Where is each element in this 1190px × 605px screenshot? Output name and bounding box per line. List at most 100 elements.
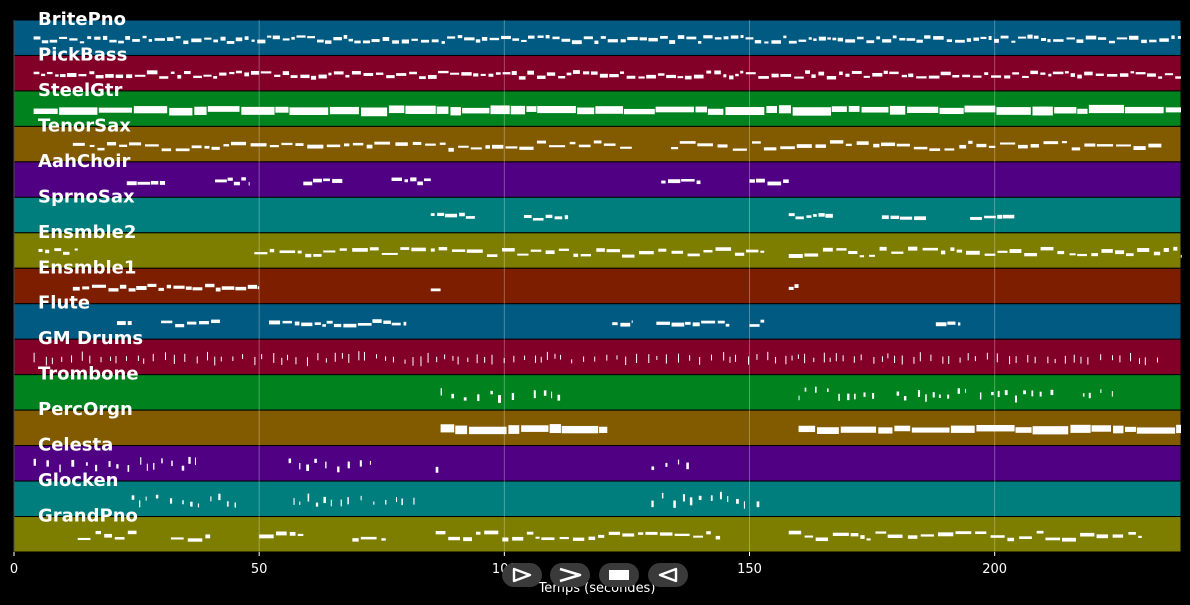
note-mark <box>677 76 684 79</box>
track-row <box>13 338 1182 376</box>
note-mark <box>63 251 70 255</box>
note-mark <box>883 70 888 74</box>
note-mark <box>289 531 296 536</box>
note-mark <box>1031 390 1034 397</box>
note-mark <box>1036 530 1044 534</box>
note-mark <box>955 531 972 535</box>
note-mark <box>872 72 883 77</box>
note-mark <box>291 36 295 40</box>
note-mark <box>1034 356 1036 364</box>
note-mark <box>444 213 458 218</box>
note-mark <box>661 492 664 499</box>
note-mark <box>1112 355 1114 361</box>
note-mark <box>288 458 292 464</box>
note-mark <box>917 390 921 397</box>
note-mark <box>103 35 108 40</box>
note-mark <box>806 215 812 218</box>
note-mark <box>813 214 817 217</box>
note-mark <box>97 147 105 151</box>
note-mark <box>427 352 429 363</box>
note-mark <box>656 321 670 325</box>
note-mark <box>232 356 234 361</box>
note-mark <box>339 248 347 251</box>
note-mark <box>125 356 127 362</box>
note-mark <box>861 106 889 113</box>
note-mark <box>827 37 831 40</box>
note-mark <box>392 356 394 363</box>
note-mark <box>609 74 619 78</box>
prev-button[interactable] <box>648 563 688 587</box>
next-button[interactable] <box>550 563 590 587</box>
note-mark <box>181 465 185 471</box>
note-mark <box>1095 73 1104 77</box>
note-mark <box>333 323 342 328</box>
note-mark <box>146 70 158 75</box>
note-mark <box>269 248 275 253</box>
note-marks <box>33 34 1182 542</box>
note-mark <box>161 148 172 152</box>
note-mark <box>439 142 446 145</box>
note-mark <box>459 212 465 217</box>
note-mark <box>648 37 658 42</box>
note-mark <box>693 535 704 538</box>
note-mark <box>530 249 542 252</box>
note-mark <box>187 538 203 542</box>
note-mark <box>558 75 566 79</box>
note-mark <box>881 356 883 362</box>
note-mark <box>1050 389 1054 396</box>
note-mark <box>140 457 142 465</box>
note-mark <box>251 39 255 42</box>
note-mark <box>957 388 960 394</box>
note-mark <box>866 40 875 44</box>
play-button[interactable] <box>502 563 542 587</box>
note-mark <box>685 321 691 325</box>
note-mark <box>933 36 944 40</box>
note-mark <box>325 461 327 469</box>
note-mark <box>607 39 618 43</box>
note-mark <box>95 464 98 472</box>
note-mark <box>899 37 906 41</box>
note-mark <box>845 73 850 77</box>
note-mark <box>435 531 446 535</box>
note-mark <box>599 426 608 433</box>
note-mark <box>729 75 734 80</box>
note-mark <box>1137 248 1150 252</box>
note-mark <box>616 355 618 360</box>
note-mark <box>289 107 329 115</box>
track-row <box>13 125 1182 163</box>
note-mark <box>717 144 728 148</box>
note-mark <box>972 75 982 78</box>
note-mark <box>375 72 384 75</box>
note-mark <box>372 319 382 323</box>
note-mark <box>108 288 119 292</box>
note-mark <box>817 427 839 434</box>
note-mark <box>528 35 535 39</box>
note-mark <box>326 320 333 324</box>
note-mark <box>549 424 561 434</box>
stop-button[interactable] <box>599 563 639 587</box>
note-mark <box>896 143 910 147</box>
note-mark <box>213 76 218 79</box>
note-mark <box>527 70 535 75</box>
note-mark <box>142 35 147 39</box>
note-mark <box>706 531 711 535</box>
note-mark <box>1077 108 1088 114</box>
note-mark <box>997 250 1008 253</box>
track-notes <box>126 177 789 186</box>
note-mark <box>1002 214 1015 219</box>
note-mark <box>1084 143 1096 147</box>
note-mark <box>1130 71 1135 74</box>
note-mark <box>211 319 220 324</box>
note-mark <box>78 74 87 77</box>
note-mark <box>596 248 605 252</box>
note-mark <box>537 75 546 79</box>
note-mark <box>645 531 658 535</box>
note-mark <box>303 181 313 186</box>
note-mark <box>1176 424 1181 434</box>
note-mark <box>639 250 654 255</box>
note-mark <box>1135 72 1146 75</box>
note-mark <box>681 178 695 182</box>
note-mark <box>116 464 119 469</box>
note-mark <box>564 215 569 220</box>
note-mark <box>671 250 684 254</box>
